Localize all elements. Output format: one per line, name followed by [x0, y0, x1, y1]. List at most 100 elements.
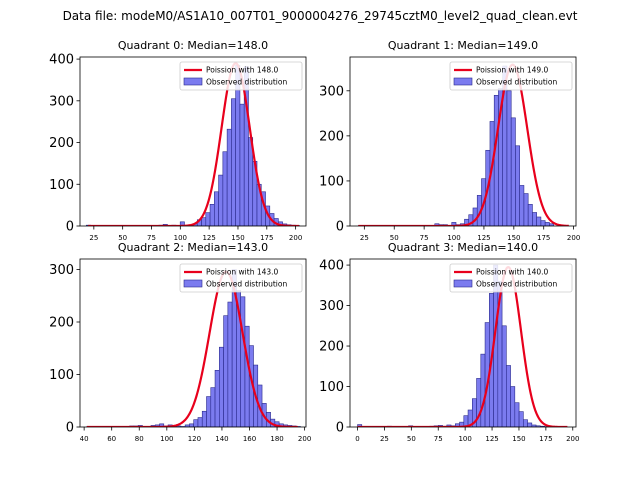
histogram-bar [514, 402, 520, 427]
histogram-bar [227, 301, 233, 427]
x-tick-label: 25 [380, 435, 389, 443]
histogram-bar [493, 95, 499, 226]
x-tick-label: 25 [89, 234, 98, 242]
legend-bar-swatch [183, 77, 203, 86]
x-tick-label: 125 [477, 234, 490, 242]
histogram-bar [536, 216, 542, 226]
x-tick-label: 25 [360, 234, 369, 242]
axes-frame [79, 258, 307, 428]
x-tick-label: 200 [567, 234, 580, 242]
x-tick-label: 40 [80, 435, 89, 443]
axes-frame [349, 258, 577, 428]
plot-area [86, 269, 301, 427]
histogram-bar [201, 410, 207, 427]
y-tick-label: 100 [49, 178, 74, 193]
histogram-bar [544, 222, 550, 226]
histogram-bar [223, 315, 229, 427]
legend: Poission with 140.0 Observed distribution [449, 263, 573, 293]
y-tick-label: 300 [319, 299, 344, 314]
legend-entry-poisson: Poission with 149.0 [476, 66, 549, 75]
histogram-bar [451, 222, 457, 226]
subplot-grid: Quadrant 0: Median=148.0 25 50 75 100 125 150 1… [49, 39, 580, 443]
subplot-title: Quadrant 1: Median=149.0 [388, 39, 538, 52]
histogram-bar [222, 151, 228, 226]
histogram-bar [240, 296, 246, 427]
y-tick-label: 400 [49, 53, 74, 68]
x-tick-label: 160 [243, 435, 256, 443]
y-tick-label: 100 [49, 368, 74, 383]
poisson-curve [86, 270, 298, 427]
histogram-bar [523, 419, 528, 427]
histogram-bar [501, 325, 507, 427]
subplot-title: Quadrant 0: Median=148.0 [118, 39, 268, 52]
histogram-bar [218, 174, 224, 226]
histogram-bar [527, 422, 533, 427]
y-tick-label: 100 [319, 174, 344, 189]
x-tick-label: 200 [566, 435, 579, 443]
subplot-quadrant-3: Quadrant 3: Median=140.0 0 25 50 75 100 125 150… [319, 241, 579, 443]
y-tick-label: 200 [49, 136, 74, 151]
y-tick-label: 0 [66, 421, 74, 436]
y-tick-label: 300 [49, 94, 74, 109]
plot-area [358, 63, 569, 226]
subplot-quadrant-2: Quadrant 2: Median=143.0 40 60 80 100 120 140 1… [49, 241, 311, 443]
histogram-bar [201, 217, 207, 226]
legend-entry-observed: Observed distribution [476, 78, 557, 87]
histogram-bar [549, 223, 554, 226]
histogram-bar [510, 117, 516, 226]
y-tick-label: 100 [319, 380, 344, 395]
legend-bar-swatch [183, 279, 203, 288]
subplot-title: Quadrant 3: Median=140.0 [388, 241, 538, 254]
histogram-bar [193, 419, 199, 427]
histogram-bar [205, 212, 211, 226]
histogram-bar [518, 411, 524, 427]
legend-entry-poisson: Poission with 143.0 [206, 268, 279, 277]
histogram-bar [231, 98, 236, 226]
x-tick-label: 100 [160, 435, 173, 443]
histogram-bar [506, 365, 511, 427]
y-tick-label: 200 [319, 340, 344, 355]
histogram-bar [189, 423, 194, 427]
y-tick-label: 0 [336, 220, 344, 235]
axes-frame [349, 56, 577, 227]
x-tick-label: 140 [215, 435, 228, 443]
legend-bar-swatch [453, 279, 473, 288]
histogram-bar [244, 325, 250, 427]
x-tick-label: 75 [420, 234, 429, 242]
x-tick-label: 150 [231, 234, 244, 242]
x-tick-label: 200 [298, 435, 311, 443]
x-tick-label: 150 [507, 234, 520, 242]
x-tick-label: 200 [289, 234, 302, 242]
histogram-bar [532, 212, 537, 226]
axes-frame [79, 56, 307, 227]
y-tick-label: 0 [336, 421, 344, 436]
histogram-bar [510, 386, 516, 427]
x-tick-label: 0 [355, 435, 359, 443]
x-tick-label: 75 [434, 435, 443, 443]
histogram-bar [219, 346, 224, 427]
x-tick-label: 120 [188, 435, 201, 443]
x-tick-label: 150 [512, 435, 525, 443]
legend-box [179, 61, 303, 91]
x-tick-label: 80 [135, 435, 144, 443]
legend-entry-poisson: Poission with 140.0 [476, 268, 549, 277]
x-tick-label: 50 [118, 234, 127, 242]
histogram-bar [159, 423, 165, 427]
x-tick-label: 175 [539, 435, 552, 443]
histogram-bar [179, 221, 185, 226]
poisson-curve [358, 63, 569, 226]
x-tick-label: 50 [390, 234, 399, 242]
x-tick-label: 75 [147, 234, 156, 242]
x-tick-label: 50 [407, 435, 416, 443]
legend-box [449, 61, 573, 91]
x-tick-label: 180 [270, 435, 283, 443]
histogram-bar [209, 204, 215, 226]
legend-box [179, 263, 303, 293]
histogram-bar [540, 220, 546, 226]
legend-box [449, 263, 573, 293]
y-tick-label: 0 [66, 220, 74, 235]
legend: Poission with 148.0 Observed distribution [179, 61, 303, 91]
figure-suptitle: Data file: modeM0/AS1A10_007T01_90000042… [63, 9, 578, 23]
histogram-bar [506, 90, 512, 226]
